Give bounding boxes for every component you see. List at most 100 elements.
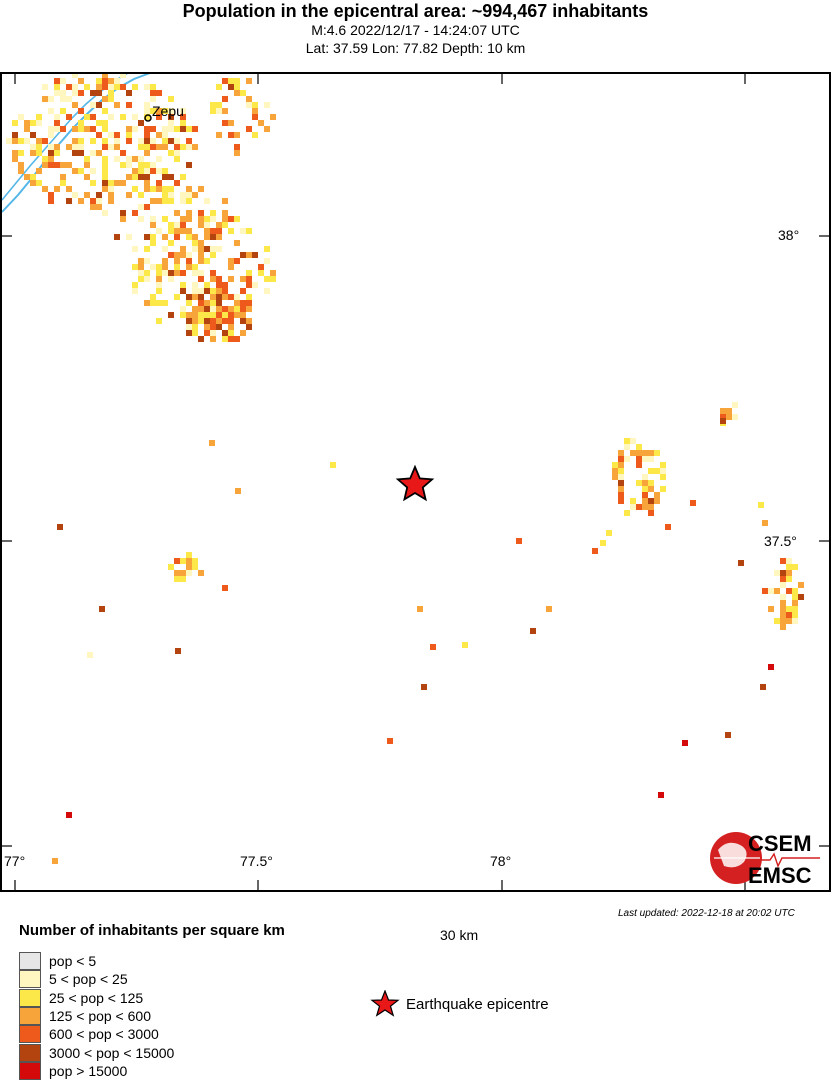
town-marker <box>144 114 152 122</box>
population-cell <box>726 408 732 414</box>
population-cell <box>162 186 168 192</box>
population-cell <box>66 96 72 102</box>
population-cell <box>732 414 738 420</box>
population-cell <box>168 564 174 570</box>
population-cell <box>192 306 198 312</box>
population-cell <box>54 186 60 192</box>
population-cell <box>120 162 126 168</box>
population-cell <box>720 408 726 414</box>
population-map[interactable]: Zepu 77° 77.5° 78° 38° 37.5° CSEM EMSC <box>0 72 831 902</box>
population-cell <box>204 216 210 222</box>
population-cell <box>792 594 798 600</box>
population-cell <box>270 270 276 276</box>
population-cell <box>162 144 168 150</box>
population-cell <box>114 144 120 150</box>
population-cell <box>636 462 642 468</box>
population-cell <box>144 246 150 252</box>
population-cell <box>210 324 216 330</box>
population-cell <box>114 84 120 90</box>
population-cell <box>642 456 648 462</box>
population-cell <box>168 114 174 120</box>
population-cell <box>174 138 180 144</box>
population-cell <box>198 270 204 276</box>
population-cell <box>630 498 636 504</box>
population-cell <box>642 450 648 456</box>
population-cell <box>186 294 192 300</box>
population-cell <box>240 228 246 234</box>
population-cell <box>72 84 78 90</box>
population-cell <box>162 192 168 198</box>
population-cell <box>246 300 252 306</box>
population-cell <box>732 402 738 408</box>
population-cell <box>780 606 786 612</box>
population-cell <box>78 198 84 204</box>
population-cell <box>54 150 60 156</box>
population-cell <box>54 144 60 150</box>
population-cell <box>180 144 186 150</box>
population-cell <box>174 264 180 270</box>
population-cell <box>126 192 132 198</box>
population-cell <box>90 126 96 132</box>
population-cell <box>66 114 72 120</box>
population-cell <box>126 234 132 240</box>
population-cell <box>150 162 156 168</box>
population-cell <box>150 90 156 96</box>
population-cell <box>618 474 624 480</box>
population-cell <box>144 204 150 210</box>
population-cell <box>12 132 18 138</box>
population-cell <box>600 540 606 546</box>
population-cell <box>654 492 660 498</box>
population-cell <box>612 474 618 480</box>
population-cell <box>228 120 234 126</box>
population-cell <box>228 318 234 324</box>
population-cell <box>54 162 60 168</box>
population-cell <box>180 198 186 204</box>
population-cell <box>210 216 216 222</box>
population-cell <box>144 114 150 120</box>
population-cell <box>186 264 192 270</box>
population-cell <box>156 90 162 96</box>
population-cell <box>144 186 150 192</box>
population-cell <box>210 318 216 324</box>
population-cell <box>156 114 162 120</box>
population-cell <box>210 276 216 282</box>
population-cell <box>168 228 174 234</box>
population-cell <box>72 144 78 150</box>
population-cell <box>42 156 48 162</box>
population-cell <box>648 510 654 516</box>
population-cell <box>102 168 108 174</box>
population-cell <box>174 126 180 132</box>
population-cell <box>60 180 66 186</box>
population-cell <box>102 108 108 114</box>
population-cell <box>624 444 630 450</box>
population-cell <box>144 300 150 306</box>
population-cell <box>132 156 138 162</box>
population-cell <box>138 276 144 282</box>
population-cell <box>150 300 156 306</box>
population-cell <box>210 252 216 258</box>
population-cell <box>174 228 180 234</box>
population-cell <box>150 294 156 300</box>
population-cell <box>72 126 78 132</box>
population-cell <box>216 222 222 228</box>
population-cell <box>114 180 120 186</box>
population-cell <box>90 102 96 108</box>
legend-label: 3000 < pop < 15000 <box>49 1044 175 1061</box>
population-cell <box>120 210 126 216</box>
population-cell <box>186 228 192 234</box>
population-cell <box>168 252 174 258</box>
logo-text-emsc: EMSC <box>748 863 812 888</box>
population-cell <box>114 78 120 84</box>
population-cell <box>228 228 234 234</box>
population-cell <box>192 312 198 318</box>
population-cell <box>222 210 228 216</box>
population-cell <box>264 288 270 294</box>
lon-label-78: 78° <box>490 853 511 869</box>
population-cell <box>144 270 150 276</box>
population-cell <box>222 222 228 228</box>
population-cell <box>186 312 192 318</box>
population-cell <box>150 198 156 204</box>
population-cell <box>150 144 156 150</box>
population-cell <box>102 138 108 144</box>
population-cell <box>624 438 630 444</box>
